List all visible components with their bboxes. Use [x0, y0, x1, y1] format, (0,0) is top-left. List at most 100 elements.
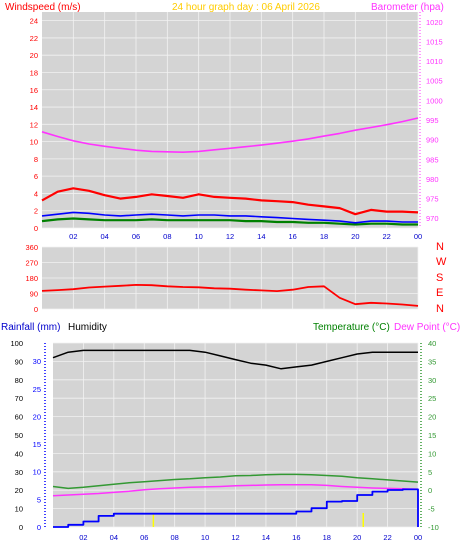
wind-average-line	[41, 211, 418, 224]
direction-tick-label: 90	[30, 290, 38, 299]
hour-tick-label-bottom: 00	[414, 533, 422, 542]
humidity-tick-label: 90	[15, 357, 23, 366]
hour-tick-label-top: 18	[320, 232, 328, 241]
temperature-tick-label: 15	[428, 431, 436, 440]
hour-tick-label-bottom: 06	[140, 533, 148, 542]
windspeed-tick-label: 14	[30, 103, 38, 112]
direction-tick-label: 270	[25, 259, 38, 268]
windspeed-tick-label: 0	[34, 224, 38, 233]
temperature-tick-label: 35	[428, 357, 436, 366]
barometer-tick-label: 1015	[426, 37, 443, 46]
wind-direction-line	[41, 284, 419, 307]
direction-label-e: E	[436, 287, 443, 299]
rainfall-tick-label: 15	[33, 440, 41, 449]
direction-label-s: S	[436, 272, 443, 284]
temperature-c-line	[52, 473, 419, 490]
direction-tick-label: 360	[25, 243, 38, 252]
direction-label-n-bottom: N	[436, 303, 444, 315]
hour-tick-label-top: 12	[226, 232, 234, 241]
barometer-tick-label: 980	[426, 175, 439, 184]
hour-tick-label-bottom: 02	[79, 533, 87, 542]
temperature-tick-label: 0	[428, 486, 432, 495]
graph-title: 24 hour graph day : 06 April 2026	[172, 2, 320, 13]
hour-tick-label-bottom: 18	[323, 533, 331, 542]
barometer-tick-label: 970	[426, 214, 439, 223]
barometer-tick-label: 1010	[426, 57, 443, 66]
hour-tick-label-top: 00	[414, 232, 422, 241]
rainfall-mm-line	[53, 488, 419, 528]
humidity-tick-label: 60	[15, 413, 23, 422]
hour-tick-label-top: 22	[382, 232, 390, 241]
windspeed-tick-label: 2	[34, 207, 38, 216]
dewpoint-axis-title: Dew Point (°C)	[394, 322, 460, 333]
humidity-line	[52, 349, 418, 370]
tick-labels: 0246810121416182022249709759809859909951…	[10, 12, 443, 542]
hour-tick-label-top: 10	[194, 232, 202, 241]
temperature-tick-label: 20	[428, 413, 436, 422]
rainfall-tick-label: 0	[37, 523, 41, 532]
hour-tick-label-bottom: 14	[262, 533, 270, 542]
temperature-tick-label: 10	[428, 449, 436, 458]
rainfall-tick-label: 30	[33, 357, 41, 366]
hour-tick-label-bottom: 10	[201, 533, 209, 542]
series-lines	[41, 117, 419, 528]
humidity-tick-label: 80	[15, 376, 23, 385]
humidity-tick-label: 20	[15, 486, 23, 495]
hour-tick-label-bottom: 20	[353, 533, 361, 542]
windspeed-tick-label: 12	[30, 120, 38, 129]
barometer-tick-label: 995	[426, 116, 439, 125]
temperature-tick-label: 5	[428, 468, 432, 477]
rainfall-tick-label: 25	[33, 385, 41, 394]
hour-tick-label-bottom: 16	[292, 533, 300, 542]
barometer-axis-title: Barometer (hpa)	[371, 2, 444, 13]
windspeed-tick-label: 24	[30, 17, 38, 26]
humidity-tick-label: 30	[15, 468, 23, 477]
barometer-tick-label: 1000	[426, 96, 443, 105]
windspeed-tick-label: 20	[30, 51, 38, 60]
hour-tick-label-top: 08	[163, 232, 171, 241]
barometer-tick-label: 975	[426, 195, 439, 204]
rainfall-axis-title: Rainfall (mm)	[1, 322, 60, 333]
direction-tick-label: 0	[34, 305, 38, 314]
windspeed-axis-title: Windspeed (m/s)	[5, 2, 81, 13]
dew-point-c-line	[52, 483, 419, 497]
direction-tick-label: 180	[25, 274, 38, 283]
rainfall-tick-label: 20	[33, 412, 41, 421]
hour-tick-label-top: 06	[132, 232, 140, 241]
direction-label-w: W	[436, 256, 447, 268]
barometer-tick-label: 1020	[426, 18, 443, 27]
humidity-tick-label: 50	[15, 431, 23, 440]
temperature-axis-title: Temperature (°C)	[313, 322, 390, 333]
windspeed-tick-label: 10	[30, 138, 38, 147]
humidity-tick-label: 0	[19, 523, 23, 532]
grid-lines	[42, 12, 419, 528]
hour-tick-label-bottom: 04	[110, 533, 118, 542]
barometer-tick-label: 990	[426, 136, 439, 145]
rainfall-tick-label: 5	[37, 495, 41, 504]
humidity-axis-title: Humidity	[68, 322, 107, 333]
barometer-hpa-line	[41, 117, 419, 153]
windspeed-tick-label: 6	[34, 172, 38, 181]
temperature-tick-label: 25	[428, 394, 436, 403]
barometer-tick-label: 985	[426, 155, 439, 164]
windspeed-tick-label: 8	[34, 155, 38, 164]
windspeed-tick-label: 18	[30, 68, 38, 77]
windspeed-tick-label: 16	[30, 86, 38, 95]
temperature-tick-label: 30	[428, 376, 436, 385]
temperature-tick-label: 40	[428, 339, 436, 348]
humidity-tick-label: 10	[15, 505, 23, 514]
barometer-tick-label: 1005	[426, 77, 443, 86]
hour-tick-label-bottom: 22	[383, 533, 391, 542]
wind-speed-line	[41, 217, 418, 226]
humidity-tick-label: 40	[15, 449, 23, 458]
hour-tick-label-top: 14	[257, 232, 265, 241]
windspeed-tick-label: 4	[34, 189, 38, 198]
hour-tick-label-top: 04	[100, 232, 108, 241]
humidity-tick-label: 70	[15, 394, 23, 403]
temperature-tick-label: -10	[428, 523, 439, 532]
hour-tick-label-bottom: 12	[231, 533, 239, 542]
windspeed-tick-label: 22	[30, 34, 38, 43]
rainfall-tick-label: 10	[33, 468, 41, 477]
